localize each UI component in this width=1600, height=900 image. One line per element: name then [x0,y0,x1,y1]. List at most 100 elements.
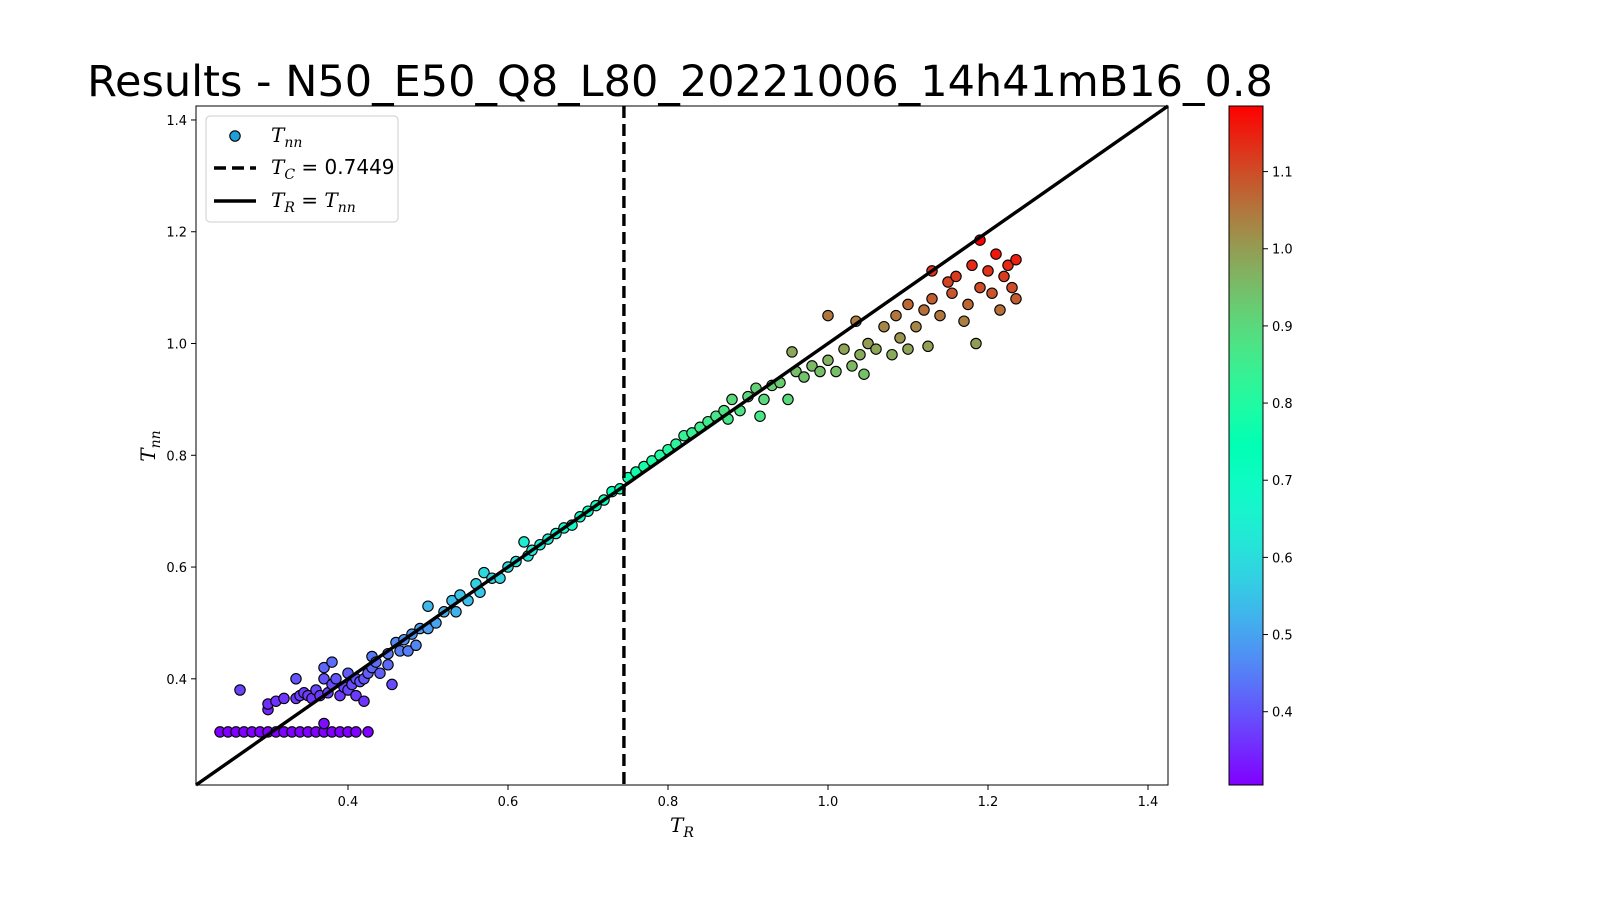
points-layer [214,234,1022,738]
y-tick-label: 1.2 [166,226,187,241]
data-point [950,270,962,283]
legend-label-identity: TR = Tnn [271,188,356,216]
data-point [754,410,766,422]
x-tick-label: 0.6 [498,795,519,810]
data-point [1006,281,1018,294]
data-point [854,348,866,361]
data-point [350,689,362,702]
data-point [962,298,974,311]
data-point [350,726,362,738]
y-tick-label: 0.4 [166,673,187,688]
data-point [410,639,422,652]
data-point [942,276,954,288]
data-point [846,360,858,372]
data-point [910,320,922,333]
x-axis-label-sub: R [682,825,694,841]
data-point [994,304,1006,316]
data-point [858,368,870,380]
colorbar-tick-label: 0.8 [1272,397,1293,412]
data-point [902,298,914,311]
data-point [234,684,246,696]
data-point [894,332,906,344]
legend-box [205,115,399,223]
colorbar: 0.4 0.5 0.6 0.7 0.8 0.9 1.0 1.1 [1228,105,1293,786]
data-point [318,717,330,730]
legend-marker [229,130,241,142]
x-tick-label: 1.4 [1138,795,1159,810]
legend-entry-tc: TC = 0.7449 [214,155,395,183]
colorbar-tick-label: 1.0 [1272,243,1293,258]
data-point [870,343,882,355]
data-point [290,673,302,685]
colorbar-ticks: 0.4 0.5 0.6 0.7 0.8 0.9 1.0 1.1 [1263,166,1293,721]
colorbar-tick-label: 1.1 [1272,166,1293,181]
data-point [798,371,810,383]
data-point [518,536,530,548]
colorbar-tick-label: 0.4 [1272,706,1293,721]
data-point [278,692,290,705]
data-point [974,281,986,294]
data-point [402,645,414,657]
data-point [386,678,398,691]
data-point [946,287,958,299]
data-point [1010,293,1022,305]
y-axis-label-main: T [136,447,160,462]
data-point [982,265,994,277]
data-point [902,343,914,355]
data-point [926,293,938,305]
data-point [782,393,794,406]
x-axis-label: TR [670,813,694,841]
data-point [958,315,970,327]
legend-entry-tnn: Tnn [229,123,302,151]
colorbar-gradient [1228,105,1264,786]
data-point [934,309,946,322]
data-point [862,337,874,350]
data-point [814,365,826,378]
data-point [838,343,850,355]
chart-title: Results - N50_E50_Q8_L80_20221006_14h41m… [87,57,1273,107]
data-point [830,365,842,378]
data-point [758,393,770,406]
data-point [990,248,1002,260]
plot-frame [195,105,1169,786]
legend: Tnn TC = 0.7449 TR = Tnn [205,115,399,223]
data-point [450,606,462,618]
data-point [986,287,998,299]
axis-ticks: 0.4 0.6 0.8 1.0 1.2 1.4 0.4 0.6 0.8 1.0 1.2 1.4 [166,114,1158,810]
colorbar-tick-label: 0.6 [1272,551,1293,566]
colorbar-tick-label: 0.7 [1272,474,1293,489]
data-point [806,360,818,372]
data-point [890,309,902,322]
data-point [326,656,338,668]
legend-label-tc: TC = 0.7449 [271,155,395,183]
y-tick-label: 1.0 [166,338,187,353]
data-point [382,659,394,671]
data-point [970,337,982,350]
data-point [878,320,890,333]
data-point [726,393,738,406]
legend-entry-identity: TR = Tnn [214,188,356,216]
data-point [478,566,490,579]
data-point [786,346,798,358]
plot-area: 0.4 0.6 0.8 1.0 1.2 1.4 0.4 0.6 0.8 1.0 1.2 1.4 [166,104,1169,810]
y-axis-label-sub: nn [148,430,164,448]
x-tick-label: 0.4 [338,795,359,810]
data-point [1010,253,1022,266]
data-point [318,673,330,685]
data-point [998,270,1010,283]
data-point [918,304,930,316]
y-tick-label: 0.8 [166,449,187,464]
data-point [1002,259,1014,272]
y-tick-label: 1.4 [166,114,187,129]
identity-line [195,104,1169,787]
colorbar-tick-label: 0.5 [1272,629,1293,644]
data-point [822,309,834,322]
legend-label-tnn: Tnn [271,123,302,151]
data-point [362,726,374,738]
y-tick-label: 0.6 [166,561,187,576]
x-tick-label: 1.2 [978,795,999,810]
y-axis-label: Tnn [136,430,164,461]
x-tick-label: 1.0 [818,795,839,810]
data-point [318,661,330,674]
